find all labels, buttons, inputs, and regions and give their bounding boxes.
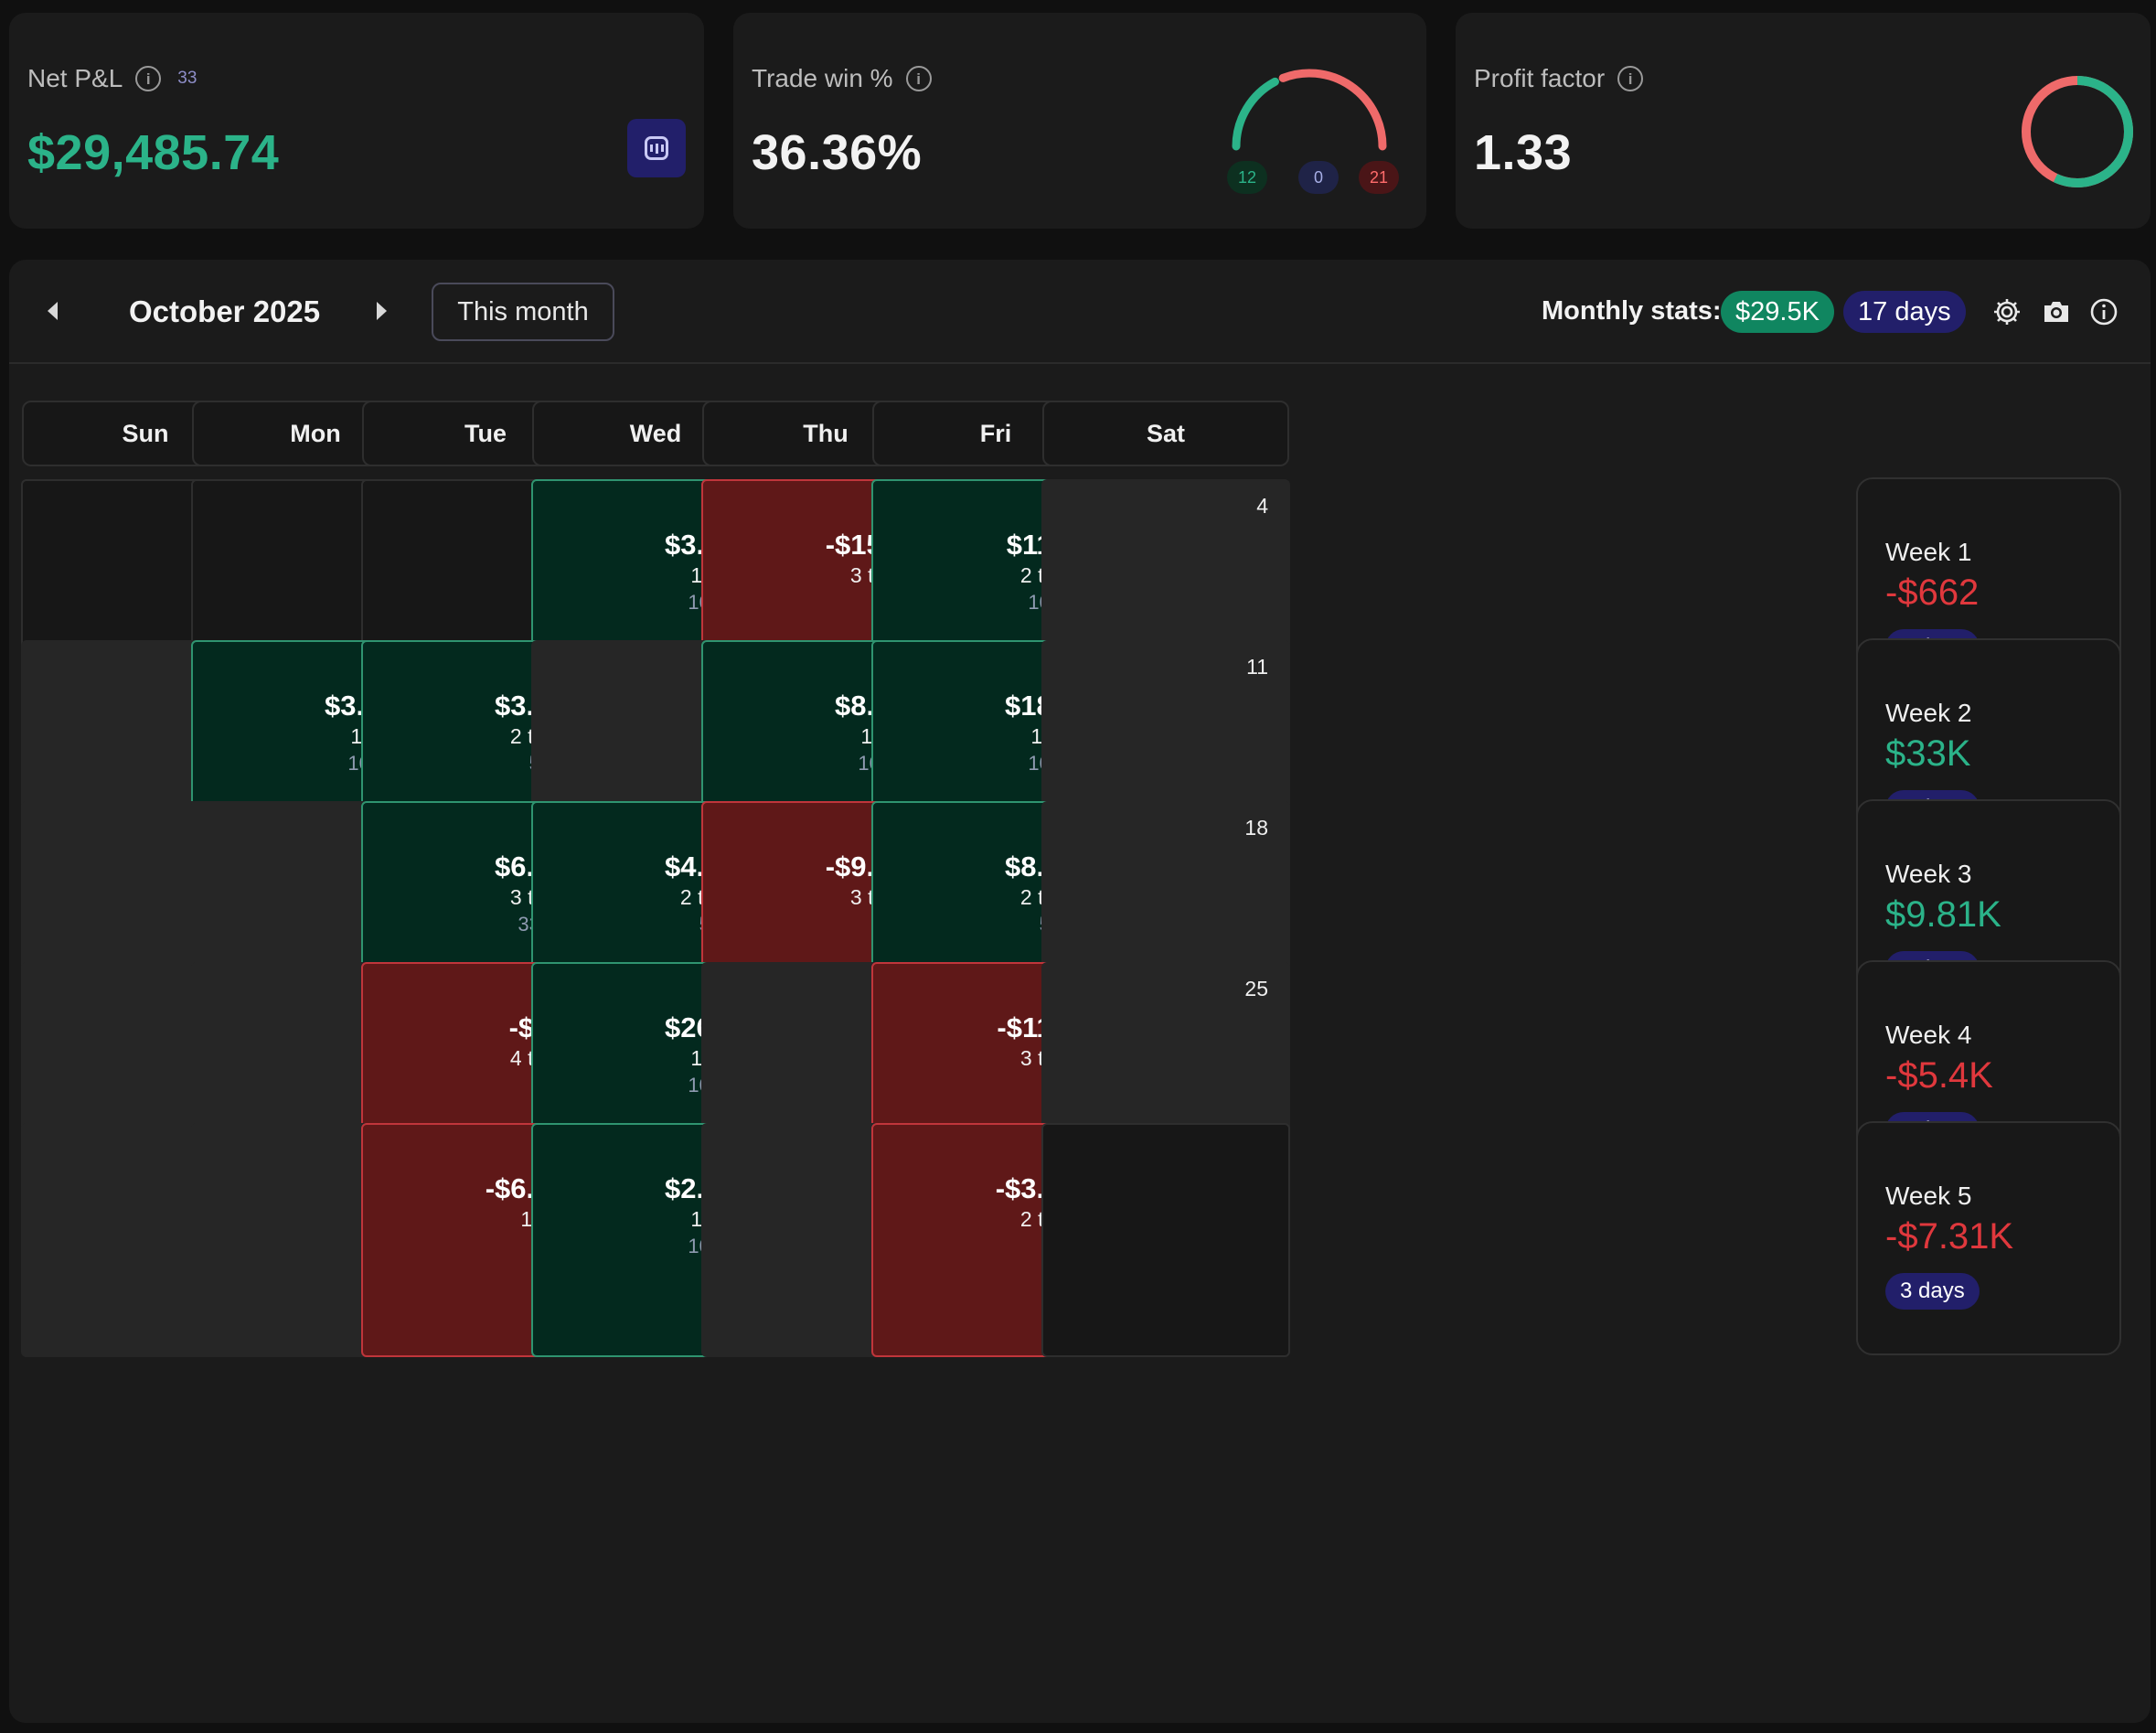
day-number: 18	[1244, 816, 1268, 840]
gauge-loss-arc	[1278, 69, 1387, 151]
profit-factor-value: 1.33	[1474, 125, 1573, 180]
pf-profit-segment	[2022, 76, 2133, 187]
week-label: Week 4	[1885, 1021, 1972, 1049]
net-pnl-label: Net P&L	[27, 64, 123, 92]
weekday-header: Sat	[1042, 401, 1289, 466]
trade-win-value: 36.36%	[752, 125, 923, 180]
info-icon[interactable]: i	[135, 66, 162, 91]
breakeven-count-badge: 0	[1298, 161, 1339, 194]
losses-count-badge: 21	[1359, 161, 1399, 194]
gauge-win-arc	[1232, 77, 1279, 151]
day-number: 25	[1244, 977, 1268, 1000]
trade-win-label: Trade win %	[752, 64, 893, 92]
calendar-panel: October 2025 This month Monthly stats: $…	[9, 260, 2151, 1723]
info-icon[interactable]: i	[1617, 66, 1644, 91]
week-label: Week 1	[1885, 538, 1972, 566]
monthly-days-badge: 17 days	[1843, 291, 1966, 333]
win-rate-gauge	[1232, 69, 1387, 151]
info-icon[interactable]: i	[905, 66, 932, 91]
day-number: 11	[1246, 655, 1268, 679]
profit-factor-ring	[2022, 76, 2133, 187]
chevron-left-icon[interactable]	[48, 302, 58, 320]
monthly-pnl-badge: $29.5K	[1721, 291, 1834, 333]
week-pnl: $9.81K	[1885, 894, 2001, 935]
week-label: Week 2	[1885, 699, 1972, 727]
trade-win-card: Trade win % i 36.36% 12 0 21	[733, 13, 1426, 229]
chevron-right-icon[interactable]	[377, 302, 387, 320]
profit-factor-label: Profit factor	[1474, 64, 1606, 92]
profit-factor-label-row: Profit factor i	[1474, 64, 1644, 93]
week-label: Week 3	[1885, 860, 1972, 888]
week-pnl: $33K	[1885, 733, 1971, 774]
net-pnl-card: Net P&L i 33 $29,485.74	[9, 13, 704, 229]
week-summary-card[interactable]: Week 5 -$7.31K 3 days	[1856, 1121, 2121, 1355]
wins-count-badge: 12	[1227, 161, 1267, 194]
month-title: October 2025	[129, 294, 321, 328]
camera-icon[interactable]	[2041, 296, 2072, 327]
trade-count-badge: 33	[177, 69, 197, 88]
info-icon[interactable]	[2088, 296, 2119, 327]
week-label: Week 5	[1885, 1182, 1972, 1210]
week-days-badge: 3 days	[1885, 1273, 1980, 1310]
day-number: 4	[1256, 494, 1268, 518]
this-month-button[interactable]: This month	[432, 283, 614, 341]
chart-view-icon	[645, 136, 668, 160]
settings-icon[interactable]	[1991, 296, 2023, 327]
net-pnl-value: $29,485.74	[27, 125, 280, 180]
monthly-stats-label: Monthly stats:	[1542, 296, 1722, 326]
calendar-day-empty	[1041, 1123, 1290, 1357]
trade-win-label-row: Trade win % i	[752, 64, 932, 93]
profit-factor-card: Profit factor i 1.33	[1456, 13, 2151, 229]
week-pnl: -$7.31K	[1885, 1216, 2014, 1257]
calendar-header: October 2025 This month Monthly stats: $…	[9, 260, 2151, 364]
week-pnl: -$5.4K	[1885, 1055, 1993, 1096]
week-pnl: -$662	[1885, 572, 1980, 613]
chart-view-button[interactable]	[627, 119, 686, 177]
net-pnl-label-row: Net P&L i 33	[27, 64, 197, 93]
